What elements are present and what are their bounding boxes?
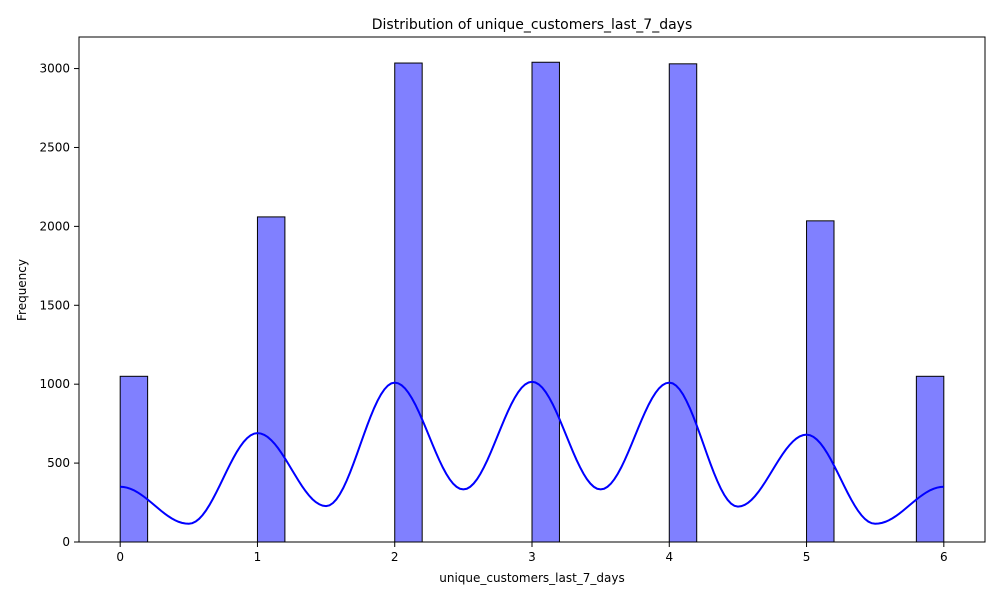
histogram-bar-4 xyxy=(668,63,698,543)
y-axis-ticks: 0 500 1000 1500 2000 2500 3000 xyxy=(39,62,79,549)
x-tick-label: 1 xyxy=(254,550,262,564)
y-tick-label: 2000 xyxy=(39,219,70,233)
x-tick-label: 5 xyxy=(803,550,811,564)
x-tick-label: 3 xyxy=(528,550,536,564)
x-tick-label: 4 xyxy=(665,550,673,564)
y-tick-label: 2500 xyxy=(39,140,70,154)
histogram-bar-2 xyxy=(394,62,423,543)
y-tick-label: 3000 xyxy=(39,62,70,76)
y-tick-label: 1500 xyxy=(39,298,70,312)
x-tick-label: 0 xyxy=(116,550,124,564)
chart-title: Distribution of unique_customers_last_7_… xyxy=(372,17,693,33)
histogram-bar-5 xyxy=(806,220,835,543)
histogram-bar-6 xyxy=(915,375,945,543)
x-tick-label: 2 xyxy=(391,550,399,564)
histogram-bar-0 xyxy=(119,375,149,543)
histogram-bar-1 xyxy=(256,216,286,543)
y-axis-label: Frequency xyxy=(15,259,29,321)
y-tick-label: 0 xyxy=(62,535,70,549)
x-axis-label: unique_customers_last_7_days xyxy=(439,571,625,585)
y-tick-label: 500 xyxy=(47,456,70,470)
x-tick-label: 6 xyxy=(940,550,948,564)
kde-curve xyxy=(120,380,944,525)
histogram-bar-3 xyxy=(531,61,560,543)
bars-layer xyxy=(119,61,945,543)
y-tick-label: 1000 xyxy=(39,377,70,391)
x-axis-ticks: 0 1 2 3 4 5 6 xyxy=(116,542,948,564)
